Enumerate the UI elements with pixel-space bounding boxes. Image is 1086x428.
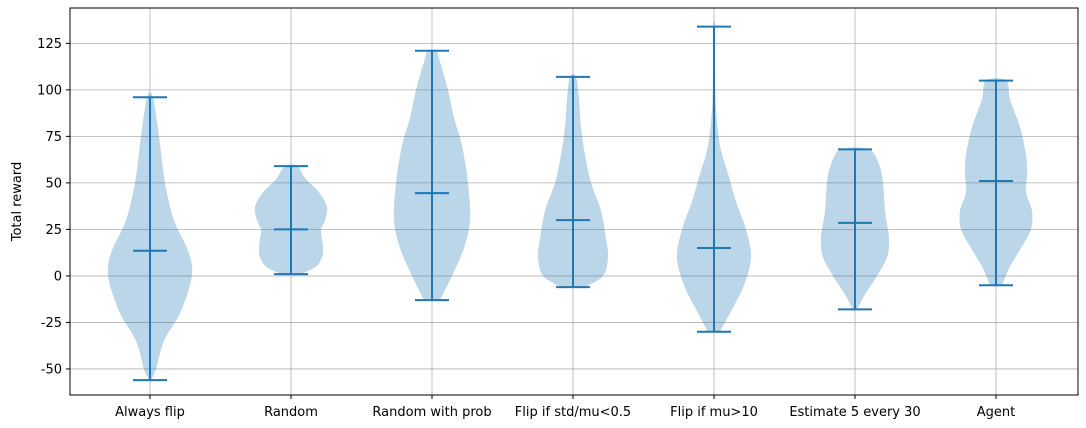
y-tick-label: 0 — [54, 269, 62, 284]
x-tick-label: Flip if mu>10 — [670, 405, 758, 420]
x-tick-label: Random with prob — [372, 405, 491, 420]
violin-stat-lines — [133, 25, 1013, 382]
y-tick-label: 75 — [45, 130, 62, 145]
y-axis-label: Total reward — [10, 162, 25, 243]
y-tick-label: 100 — [37, 83, 62, 98]
x-tick-label: Agent — [977, 405, 1015, 420]
x-tick-label: Estimate 5 every 30 — [789, 405, 920, 420]
y-tick-label: 125 — [37, 37, 62, 52]
x-axis-ticks: Always flip Random Random with prob Flip if… — [115, 395, 1015, 420]
y-tick-label: -50 — [41, 362, 62, 377]
y-tick-label: 50 — [45, 176, 62, 191]
y-tick-label: -25 — [41, 316, 62, 331]
x-tick-label: Always flip — [115, 405, 185, 420]
y-tick-label: 25 — [45, 223, 62, 238]
plot-frame — [69, 7, 1079, 396]
x-tick-label: Flip if std/mu<0.5 — [515, 405, 631, 420]
violin-bodies — [107, 21, 1033, 381]
y-axis-ticks: -50 -25 0 25 50 75 100 125 — [37, 37, 70, 377]
x-tick-label: Random — [264, 405, 318, 420]
